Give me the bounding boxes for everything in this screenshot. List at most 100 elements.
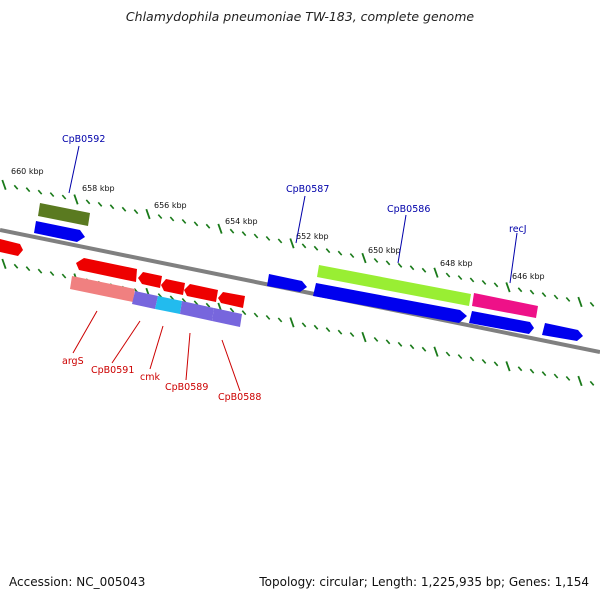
feature-red-arrow-3[interactable] — [161, 279, 185, 295]
feature-CpB0592[interactable] — [38, 203, 90, 226]
gene-label-CpB0588[interactable]: CpB0588 — [218, 392, 261, 403]
feature-CpB0591[interactable] — [132, 291, 158, 309]
tick-dash — [277, 238, 283, 244]
feature-upper-blue-1[interactable] — [34, 221, 85, 242]
tick-dash — [97, 201, 103, 207]
tick-dash — [1, 179, 7, 190]
tick-dash — [253, 233, 259, 239]
feature-red-arrow-5[interactable] — [218, 292, 245, 308]
feature-left-edge-red[interactable] — [0, 239, 23, 256]
tick-dash — [445, 351, 451, 357]
tick-dash — [469, 356, 475, 362]
tick-dash — [373, 257, 379, 263]
tick-label: 648 kbp — [440, 259, 473, 268]
gene-label-CpB0589[interactable]: CpB0589 — [165, 382, 208, 393]
gene-label-CpB0586[interactable]: CpB0586 — [387, 204, 430, 215]
reverse-gene-labels: argS CpB0591 cmk CpB0589 CpB0588 — [62, 356, 261, 403]
tick-dash — [349, 332, 355, 338]
tick-dash — [1, 258, 7, 269]
gene-label-argS[interactable]: argS — [62, 356, 84, 367]
tick-dash — [481, 279, 487, 285]
tick-dash — [229, 307, 235, 313]
tick-dash — [241, 231, 247, 237]
forward-gene-labels: CpB0592 CpB0587 CpB0586 recJ — [62, 134, 527, 235]
tick-dash — [13, 263, 19, 269]
tick-dash — [49, 271, 55, 277]
tick-dash — [85, 199, 91, 205]
tick-label: 652 kbp — [296, 232, 329, 241]
tick-dash — [61, 194, 67, 200]
tick-dash — [193, 221, 199, 227]
tick-dash — [145, 208, 151, 220]
tick-dash — [109, 204, 115, 210]
tick-dash — [301, 243, 307, 249]
feature-argS[interactable] — [70, 276, 135, 302]
tick-dash — [253, 312, 259, 318]
gene-label-recJ[interactable]: recJ — [509, 224, 527, 235]
feature-recJ[interactable] — [472, 293, 538, 318]
tick-dash — [133, 209, 139, 215]
feature-blue-mid[interactable] — [267, 274, 307, 292]
tick-dash — [313, 245, 319, 251]
tick-dash — [397, 262, 403, 268]
tick-dash — [241, 310, 247, 316]
tick-dash — [529, 368, 535, 374]
feature-CpB0589[interactable] — [180, 301, 214, 321]
tick-dash — [553, 373, 559, 379]
feature-red-arrow-2[interactable] — [138, 272, 162, 288]
gene-label-CpB0592[interactable]: CpB0592 — [62, 134, 105, 145]
gene-label-CpB0587[interactable]: CpB0587 — [286, 184, 329, 195]
tick-dash — [397, 341, 403, 347]
gene-label-CpB0591[interactable]: CpB0591 — [91, 365, 134, 376]
feature-blue-far-right[interactable] — [542, 323, 583, 341]
tick-dash — [541, 371, 547, 377]
tick-labels: 646 kbp 648 kbp 650 kbp 652 kbp 654 kbp … — [11, 167, 545, 281]
feature-CpB0587[interactable] — [317, 265, 471, 306]
tick-dash — [205, 223, 211, 229]
tick-dash — [25, 187, 31, 193]
tick-dash — [265, 314, 271, 320]
tick-dash — [289, 317, 295, 328]
tick-dash — [337, 329, 343, 335]
tick-dash — [37, 189, 43, 195]
forward-strand-features — [0, 203, 583, 341]
tick-label: 654 kbp — [225, 217, 258, 226]
forward-leader-lines — [68, 145, 518, 284]
tick-dash — [121, 206, 127, 212]
tick-dash — [25, 266, 31, 272]
tick-dash — [505, 361, 511, 372]
tick-dash — [181, 218, 187, 224]
gene-label-cmk[interactable]: cmk — [140, 372, 160, 383]
accession-label: Accession: NC_005043 — [9, 575, 146, 589]
tick-dash — [481, 358, 487, 364]
tick-dash — [361, 252, 367, 264]
tick-dash — [169, 216, 175, 222]
tick-dash — [217, 223, 223, 234]
tick-dash — [361, 331, 367, 343]
feature-red-arrow-4[interactable] — [184, 284, 218, 302]
tick-dash — [589, 301, 595, 307]
tick-label: 656 kbp — [154, 201, 187, 210]
tick-dash — [409, 265, 415, 271]
tick-dash — [433, 267, 439, 278]
tick-dash — [409, 344, 415, 350]
feature-CpB0588[interactable] — [212, 308, 242, 327]
tick-dash — [301, 322, 307, 328]
feature-blue-right[interactable] — [469, 311, 534, 334]
tick-dash — [553, 294, 559, 300]
tick-dash — [493, 361, 499, 367]
tick-dash — [589, 380, 595, 386]
tick-dash — [37, 268, 43, 274]
tick-dash — [541, 292, 547, 298]
tick-dash — [565, 375, 571, 381]
feature-argS-arrow[interactable] — [76, 258, 137, 282]
tick-label: 660 kbp — [11, 167, 44, 176]
feature-CpB0586[interactable] — [313, 283, 467, 323]
tick-dash — [577, 375, 583, 387]
tick-dash — [421, 267, 427, 273]
feature-cmk[interactable] — [155, 296, 182, 314]
tick-dash — [277, 317, 283, 323]
tick-dash — [493, 282, 499, 288]
tick-dash — [313, 324, 319, 330]
map-title: Chlamydophila pneumoniae TW-183, complet… — [125, 9, 475, 24]
